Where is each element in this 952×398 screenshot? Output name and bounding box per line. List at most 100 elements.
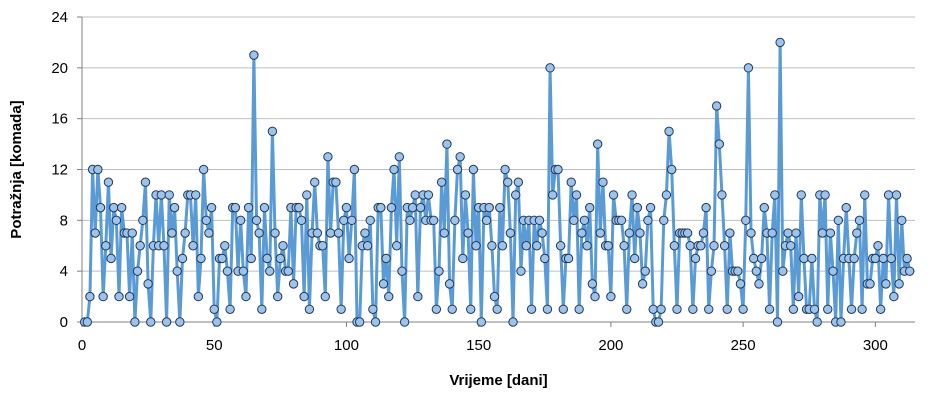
data-point: [450, 215, 460, 226]
x-tick-label: 150: [466, 337, 491, 354]
data-point: [756, 253, 767, 264]
data-point: [378, 279, 389, 289]
data-point: [852, 228, 862, 238]
data-point: [791, 228, 801, 238]
data-point: [685, 241, 695, 251]
data-point: [722, 304, 732, 314]
y-axis-ticks: 0 4 8 12 16 20 24: [51, 9, 82, 331]
data-point: [537, 228, 547, 238]
data-point: [143, 279, 153, 289]
data-point: [817, 228, 828, 238]
data-point: [312, 228, 323, 238]
data-point: [534, 215, 545, 226]
data-point: [759, 202, 769, 213]
x-tick-label: 300: [863, 337, 888, 354]
data-point: [257, 304, 267, 314]
data-point: [891, 190, 902, 200]
x-tick-label: 200: [598, 337, 623, 354]
data-point: [606, 291, 616, 302]
data-point: [590, 291, 600, 302]
data-point: [294, 202, 304, 213]
data-point: [109, 202, 119, 213]
data-point: [272, 291, 283, 302]
x-tick-label: 250: [731, 337, 756, 354]
data-point: [299, 291, 309, 302]
data-point: [468, 164, 479, 175]
data-point: [196, 253, 206, 264]
data-point: [114, 291, 124, 302]
data-point: [101, 241, 111, 251]
data-point: [235, 215, 246, 226]
data-point: [254, 228, 264, 238]
data-point: [788, 304, 799, 314]
data-point: [146, 317, 156, 327]
y-tick-label: 12: [51, 162, 68, 179]
data-point: [783, 228, 793, 238]
data-point: [632, 202, 643, 213]
data-point: [574, 304, 584, 314]
data-point: [532, 241, 542, 251]
data-point: [415, 202, 426, 213]
data-point: [384, 291, 394, 302]
data-point: [85, 291, 95, 302]
y-axis-title: Potražnja [komada]: [8, 100, 25, 238]
data-point: [410, 190, 420, 200]
data-point: [487, 241, 497, 251]
data-point: [156, 190, 167, 200]
data-point: [317, 241, 328, 251]
data-point: [836, 317, 846, 327]
data-point: [198, 164, 209, 175]
data-point: [212, 317, 222, 327]
data-point: [304, 304, 315, 314]
data-point: [423, 190, 434, 200]
data-point: [854, 215, 865, 226]
data-point: [682, 228, 693, 238]
data-point: [138, 215, 148, 226]
data-point: [407, 202, 418, 213]
data-point: [555, 241, 566, 251]
data-point: [362, 241, 373, 251]
data-point: [563, 253, 574, 264]
data-point: [288, 279, 299, 289]
data-point: [643, 215, 653, 226]
data-point: [222, 266, 233, 276]
data-point: [492, 304, 502, 314]
data-point: [592, 139, 603, 149]
data-point: [579, 215, 590, 226]
data-point: [505, 228, 516, 238]
data-point: [106, 253, 116, 264]
data-point: [368, 304, 378, 314]
data-point: [656, 304, 666, 314]
x-tick-label: 0: [78, 337, 86, 354]
data-point: [124, 291, 135, 302]
x-axis-ticks: 0 50 100 150 200 250 300: [78, 322, 888, 354]
data-point: [188, 241, 198, 251]
data-point: [719, 241, 730, 251]
data-point: [627, 190, 637, 200]
data-point: [161, 317, 172, 327]
data-point: [905, 266, 915, 276]
data-point: [526, 304, 537, 314]
data-point: [354, 317, 365, 327]
data-point: [331, 177, 341, 187]
data-point: [878, 253, 888, 264]
data-point: [841, 202, 851, 213]
x-tick-label: 50: [206, 337, 223, 354]
x-axis-title: Vrijeme [dani]: [449, 372, 547, 389]
data-point: [629, 253, 640, 264]
data-point: [748, 253, 759, 264]
data-point: [164, 190, 174, 200]
data-point: [825, 228, 836, 238]
y-tick-label: 16: [51, 111, 68, 128]
data-point: [661, 190, 672, 200]
data-point: [167, 228, 177, 238]
data-point: [587, 279, 598, 289]
data-point: [238, 266, 249, 276]
data-point: [706, 266, 717, 276]
data-point: [193, 291, 204, 302]
data-point: [460, 190, 471, 200]
data-point: [391, 241, 402, 251]
data-point: [436, 177, 447, 187]
data-point: [521, 241, 531, 251]
